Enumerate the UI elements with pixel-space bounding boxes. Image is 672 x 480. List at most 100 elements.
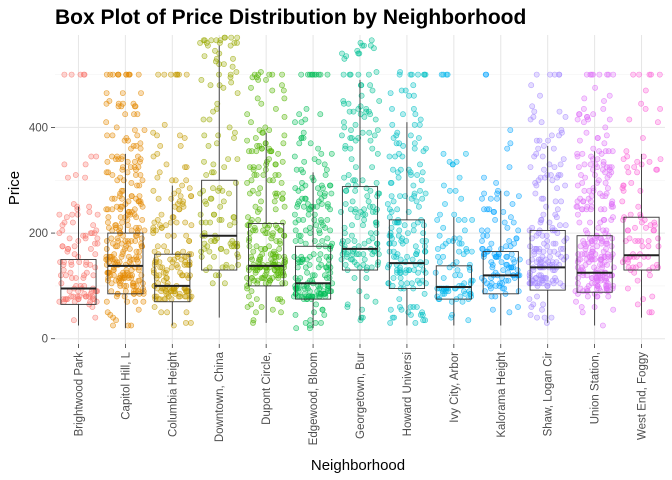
- data-point: [554, 206, 561, 213]
- data-point: [414, 219, 421, 226]
- data-point: [481, 174, 487, 181]
- data-point: [637, 187, 644, 194]
- data-point: [251, 172, 258, 178]
- data-point: [575, 275, 581, 281]
- data-point: [549, 224, 556, 231]
- data-point: [268, 256, 275, 263]
- data-point: [293, 325, 300, 332]
- data-point: [182, 219, 189, 226]
- data-point: [345, 172, 352, 178]
- data-point: [292, 227, 299, 234]
- data-point: [455, 216, 462, 223]
- data-point: [115, 71, 122, 78]
- data-point: [634, 169, 640, 176]
- data-point: [127, 211, 134, 218]
- data-point: [216, 216, 223, 223]
- data-point: [450, 238, 456, 244]
- data-point: [411, 121, 418, 128]
- data-point: [449, 161, 456, 168]
- data-point: [605, 288, 612, 295]
- data-point: [367, 42, 374, 49]
- data-point: [446, 187, 453, 194]
- data-point: [356, 288, 363, 295]
- data-point: [228, 264, 235, 271]
- data-point: [300, 216, 307, 223]
- data-point: [186, 238, 192, 244]
- data-point: [94, 235, 101, 242]
- data-point: [356, 264, 363, 271]
- data-point: [86, 208, 93, 215]
- data-point: [415, 71, 421, 78]
- data-point: [329, 240, 335, 247]
- data-point: [127, 164, 134, 170]
- data-point: [398, 280, 405, 287]
- data-point: [531, 153, 538, 160]
- data-point: [421, 290, 428, 297]
- data-point: [585, 195, 592, 202]
- data-point: [244, 137, 250, 144]
- data-point: [200, 116, 207, 123]
- data-point: [104, 158, 111, 165]
- data-point: [481, 251, 488, 258]
- data-point: [163, 275, 170, 281]
- data-point: [249, 187, 256, 194]
- data-point: [422, 145, 429, 152]
- data-point: [608, 216, 615, 223]
- data-point: [619, 198, 626, 205]
- data-point: [386, 153, 393, 160]
- data-point: [306, 288, 313, 295]
- data-point: [121, 293, 128, 300]
- data-point: [594, 164, 601, 170]
- data-point: [298, 253, 305, 260]
- data-point: [583, 227, 589, 234]
- data-point: [269, 71, 276, 78]
- data-point: [649, 293, 656, 300]
- data-point: [540, 195, 547, 202]
- data-point: [408, 280, 415, 287]
- data-point: [278, 309, 284, 316]
- data-point: [597, 219, 604, 226]
- data-point: [207, 82, 214, 89]
- data-point: [340, 71, 347, 78]
- data-point: [213, 37, 220, 44]
- data-point: [134, 111, 141, 118]
- data-point: [487, 195, 494, 202]
- data-point: [118, 240, 125, 247]
- data-point: [115, 277, 122, 284]
- data-point: [504, 145, 511, 152]
- data-point: [352, 121, 359, 128]
- data-point: [413, 198, 420, 205]
- data-point: [492, 282, 499, 289]
- data-point: [182, 164, 188, 170]
- data-point: [532, 190, 539, 197]
- data-point: [514, 267, 521, 273]
- data-point: [541, 314, 548, 321]
- data-point: [574, 264, 581, 271]
- data-point: [576, 219, 583, 226]
- data-point: [112, 243, 119, 250]
- data-point: [263, 269, 270, 276]
- data-point: [249, 74, 256, 81]
- data-point: [108, 235, 115, 242]
- data-point: [244, 179, 250, 186]
- data-point: [180, 248, 186, 255]
- data-point: [452, 272, 459, 279]
- data-point: [510, 219, 517, 226]
- data-point: [587, 219, 593, 226]
- data-point: [555, 172, 562, 178]
- data-point: [210, 161, 217, 168]
- data-point: [491, 208, 497, 215]
- data-point: [263, 158, 270, 165]
- data-point: [134, 182, 140, 189]
- data-point: [132, 298, 139, 305]
- data-point: [94, 211, 101, 218]
- data-point: [410, 182, 417, 189]
- data-point: [68, 261, 75, 268]
- data-point: [161, 121, 168, 128]
- box-iqr: [107, 232, 144, 295]
- data-point: [581, 106, 587, 112]
- data-point: [248, 84, 254, 91]
- data-point: [596, 71, 603, 78]
- box-1: [60, 206, 97, 326]
- data-point: [293, 166, 300, 173]
